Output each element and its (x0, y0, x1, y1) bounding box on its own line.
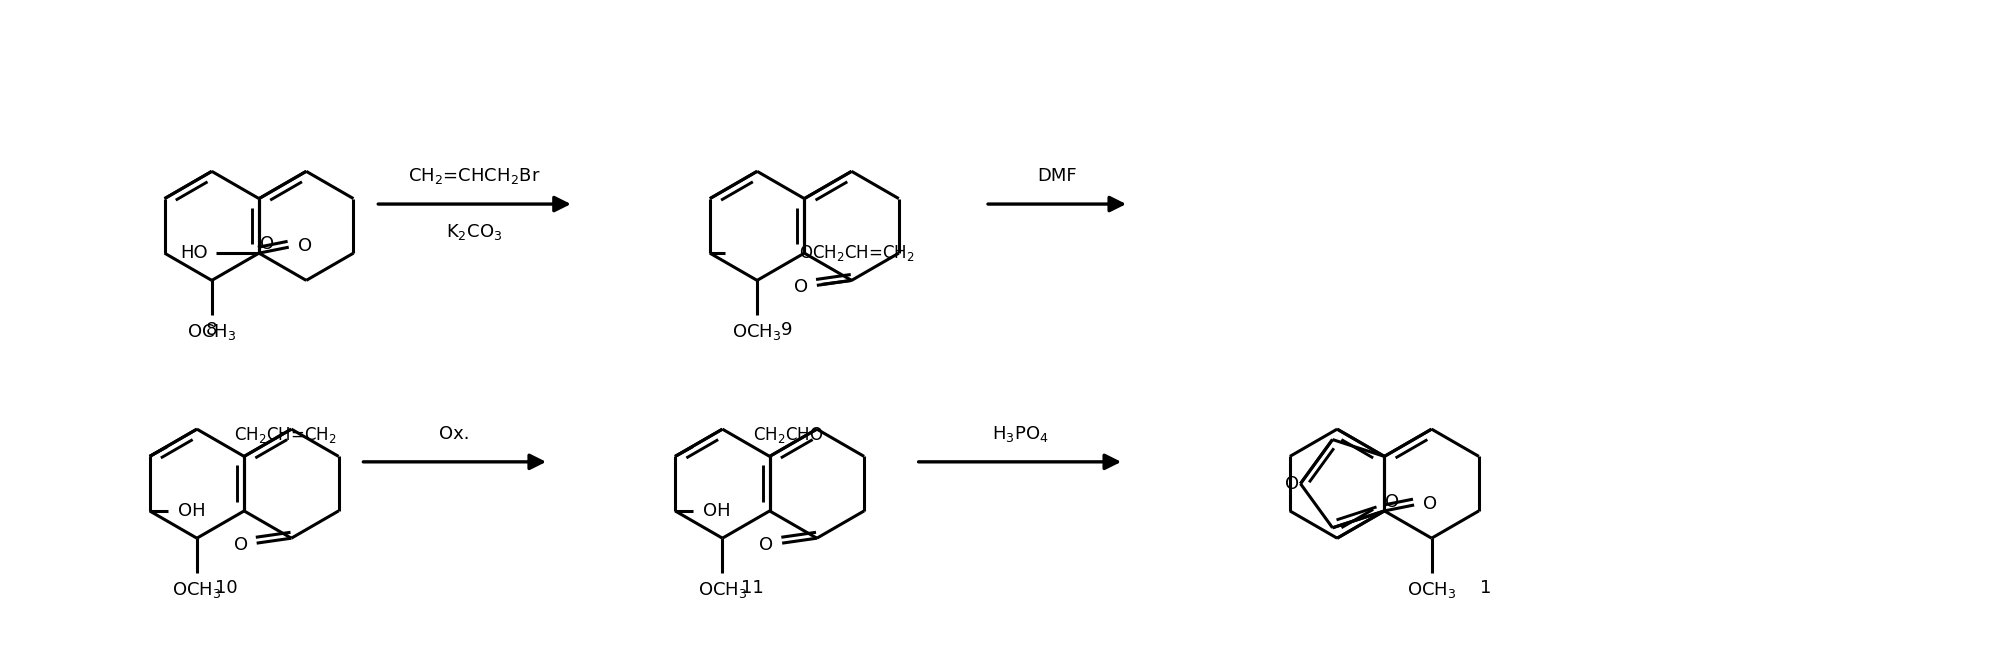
Text: O: O (1386, 493, 1400, 510)
Text: 1: 1 (1481, 579, 1493, 597)
Text: OH: OH (177, 502, 205, 520)
Text: O: O (233, 536, 247, 554)
Text: OCH$_2$CH=CH$_2$: OCH$_2$CH=CH$_2$ (800, 243, 914, 263)
Text: O: O (759, 536, 773, 554)
Text: K$_2$CO$_3$: K$_2$CO$_3$ (446, 222, 502, 242)
Text: OCH$_3$: OCH$_3$ (697, 580, 747, 600)
Text: OH: OH (703, 502, 731, 520)
Text: 8: 8 (207, 321, 217, 339)
Text: OCH$_3$: OCH$_3$ (1406, 580, 1457, 600)
Text: OCH$_3$: OCH$_3$ (733, 322, 782, 342)
Text: HO: HO (179, 244, 207, 262)
Text: O: O (259, 234, 273, 253)
Text: O: O (1422, 495, 1436, 513)
Text: 9: 9 (782, 321, 794, 339)
Text: OCH$_3$: OCH$_3$ (187, 322, 237, 342)
Text: 11: 11 (741, 579, 763, 597)
Text: O: O (1286, 475, 1300, 493)
Text: Ox.: Ox. (440, 425, 470, 443)
Text: OCH$_3$: OCH$_3$ (173, 580, 221, 600)
Text: O: O (297, 237, 311, 255)
Text: DMF: DMF (1037, 167, 1077, 185)
Text: CH$_2$=CHCH$_2$Br: CH$_2$=CHCH$_2$Br (408, 166, 540, 186)
Text: O: O (794, 278, 808, 296)
Text: CH$_2$CH=CH$_2$: CH$_2$CH=CH$_2$ (233, 424, 338, 445)
Text: H$_3$PO$_4$: H$_3$PO$_4$ (992, 424, 1049, 444)
Text: CH$_2$CHO: CH$_2$CHO (753, 424, 824, 445)
Text: 10: 10 (215, 579, 237, 597)
